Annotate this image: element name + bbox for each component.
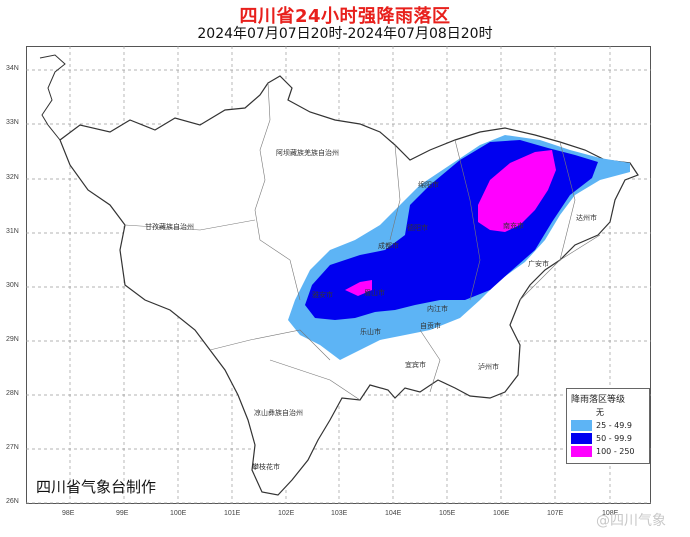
place-label: 甘孜藏族自治州 — [145, 223, 194, 231]
lat-tick-label: 32N — [6, 174, 19, 181]
lon-tick-label: 106E — [493, 510, 510, 517]
lon-tick-label: 98E — [62, 510, 75, 517]
place-label: 眉山市 — [364, 289, 385, 297]
lon-tick-label: 101E — [224, 510, 241, 517]
place-label: 雅安市 — [312, 291, 333, 299]
lon-tick-label: 105E — [439, 510, 456, 517]
place-label: 南充市 — [503, 222, 524, 230]
lat-tick-label: 26N — [6, 498, 19, 505]
place-label: 绵阳市 — [418, 181, 439, 189]
place-label: 凉山彝族自治州 — [254, 409, 303, 417]
place-label: 德阳市 — [407, 224, 428, 232]
place-label: 攀枝花市 — [252, 463, 280, 471]
lon-tick-label: 104E — [385, 510, 402, 517]
lon-tick-label: 107E — [547, 510, 564, 517]
place-label: 内江市 — [427, 305, 448, 313]
lon-tick-label: 108E — [602, 510, 619, 517]
legend-title: 降雨落区等级 — [571, 395, 626, 405]
lon-tick-label: 99E — [116, 510, 129, 517]
lon-tick-label: 102E — [278, 510, 295, 517]
legend: 降雨落区等级 无 25 - 49.9 50 - 99.9 100 - 250 — [566, 388, 650, 464]
legend-item-none: 无 — [571, 407, 604, 418]
legend-swatch — [571, 446, 592, 457]
place-label: 泸州市 — [478, 363, 499, 371]
lat-tick-label: 31N — [6, 228, 19, 235]
place-label: 乐山市 — [360, 328, 381, 336]
lat-tick-label: 27N — [6, 444, 19, 451]
rain-100-250 — [478, 150, 556, 232]
place-label: 自贡市 — [420, 322, 441, 330]
lat-tick-label: 28N — [6, 390, 19, 397]
place-label: 成都市 — [378, 242, 399, 250]
legend-swatch — [571, 420, 592, 431]
legend-swatch — [571, 407, 592, 418]
map-title: 四川省24小时强降雨落区 — [239, 6, 451, 27]
lat-tick-label: 29N — [6, 336, 19, 343]
lon-tick-label: 103E — [331, 510, 348, 517]
legend-swatch — [571, 433, 592, 444]
map-subtitle: 2024年07月07日20时-2024年07月08日20时 — [197, 26, 493, 42]
legend-item-50-99: 50 - 99.9 — [571, 433, 632, 444]
place-label: 广安市 — [528, 260, 549, 268]
lat-tick-label: 34N — [6, 65, 19, 72]
place-label: 宜宾市 — [405, 361, 426, 369]
weibo-watermark: @四川气象 — [596, 513, 666, 529]
legend-item-25-49: 25 - 49.9 — [571, 420, 632, 431]
lat-tick-label: 30N — [6, 282, 19, 289]
place-label: 阿坝藏族羌族自治州 — [276, 149, 339, 157]
lat-tick-label: 33N — [6, 119, 19, 126]
producer-credit: 四川省气象台制作 — [36, 478, 157, 496]
place-label: 达州市 — [576, 214, 597, 222]
map-frame — [26, 46, 651, 504]
lon-tick-label: 100E — [170, 510, 187, 517]
legend-item-100-250: 100 - 250 — [571, 446, 635, 457]
